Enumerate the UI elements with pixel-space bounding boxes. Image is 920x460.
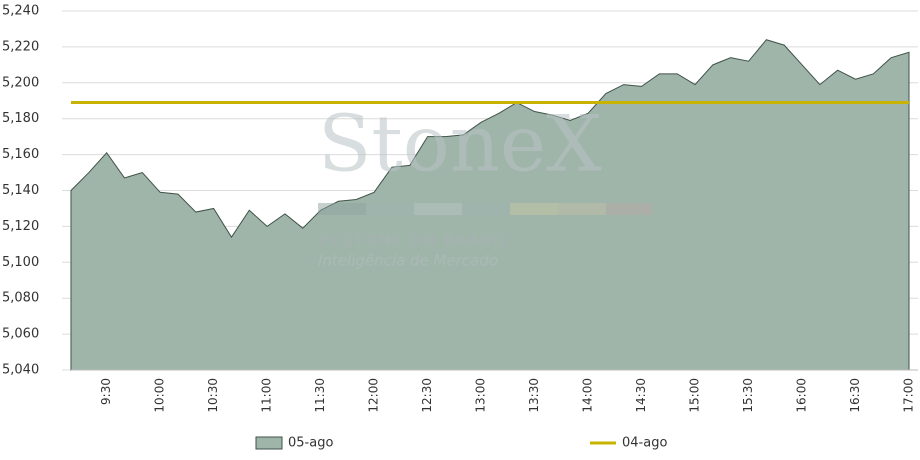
x-tick-label: 14:00 — [581, 378, 595, 413]
legend-label: 04-ago — [622, 436, 667, 451]
x-tick-label: 10:30 — [206, 378, 220, 413]
y-tick-label: 5,220 — [2, 39, 39, 54]
watermark-brand: StoneX — [318, 100, 602, 190]
y-tick-label: 5,200 — [2, 75, 39, 90]
x-tick-label: 12:00 — [367, 378, 381, 413]
y-tick-label: 5,040 — [2, 363, 39, 378]
x-tick-label: 15:00 — [688, 378, 702, 413]
y-tick-label: 5,080 — [2, 291, 39, 306]
x-tick-label: 16:30 — [848, 378, 862, 413]
x-tick-label: 11:00 — [260, 378, 274, 413]
y-tick-label: 5,240 — [2, 4, 39, 19]
watermark-bar — [558, 203, 606, 215]
y-tick-label: 5,120 — [2, 219, 39, 234]
watermark-bar — [462, 203, 510, 215]
x-tick-label: 15:30 — [741, 378, 755, 413]
watermark-bar — [606, 203, 652, 215]
x-tick-label: 11:30 — [313, 378, 327, 413]
x-tick-label: 13:00 — [474, 378, 488, 413]
x-tick-label: 10:00 — [153, 378, 167, 413]
x-tick-label: 9:30 — [99, 378, 113, 405]
watermark-bar — [414, 203, 462, 215]
x-tick-label: 12:30 — [420, 378, 434, 413]
x-tick-label: 17:00 — [902, 378, 916, 413]
y-tick-label: 5,100 — [2, 255, 39, 270]
legend-label: 05-ago — [288, 436, 333, 451]
x-tick-label: 16:00 — [795, 378, 809, 413]
y-tick-label: 5,140 — [2, 183, 39, 198]
x-tick-label: 13:30 — [527, 378, 541, 413]
x-tick-label: 14:30 — [634, 378, 648, 413]
watermark-bar — [510, 203, 558, 215]
watermark-bar — [318, 203, 366, 215]
watermark: StoneX FCSTONE DO BRASIL Inteligência de… — [318, 100, 652, 270]
y-tick-label: 5,060 — [2, 327, 39, 342]
y-tick-label: 5,160 — [2, 147, 39, 162]
watermark-company: FCSTONE DO BRASIL — [318, 232, 509, 250]
legend-swatch — [255, 436, 283, 450]
y-tick-label: 5,180 — [2, 111, 39, 126]
watermark-tagline: Inteligência de Mercado — [318, 252, 498, 270]
watermark-bar — [366, 203, 414, 215]
